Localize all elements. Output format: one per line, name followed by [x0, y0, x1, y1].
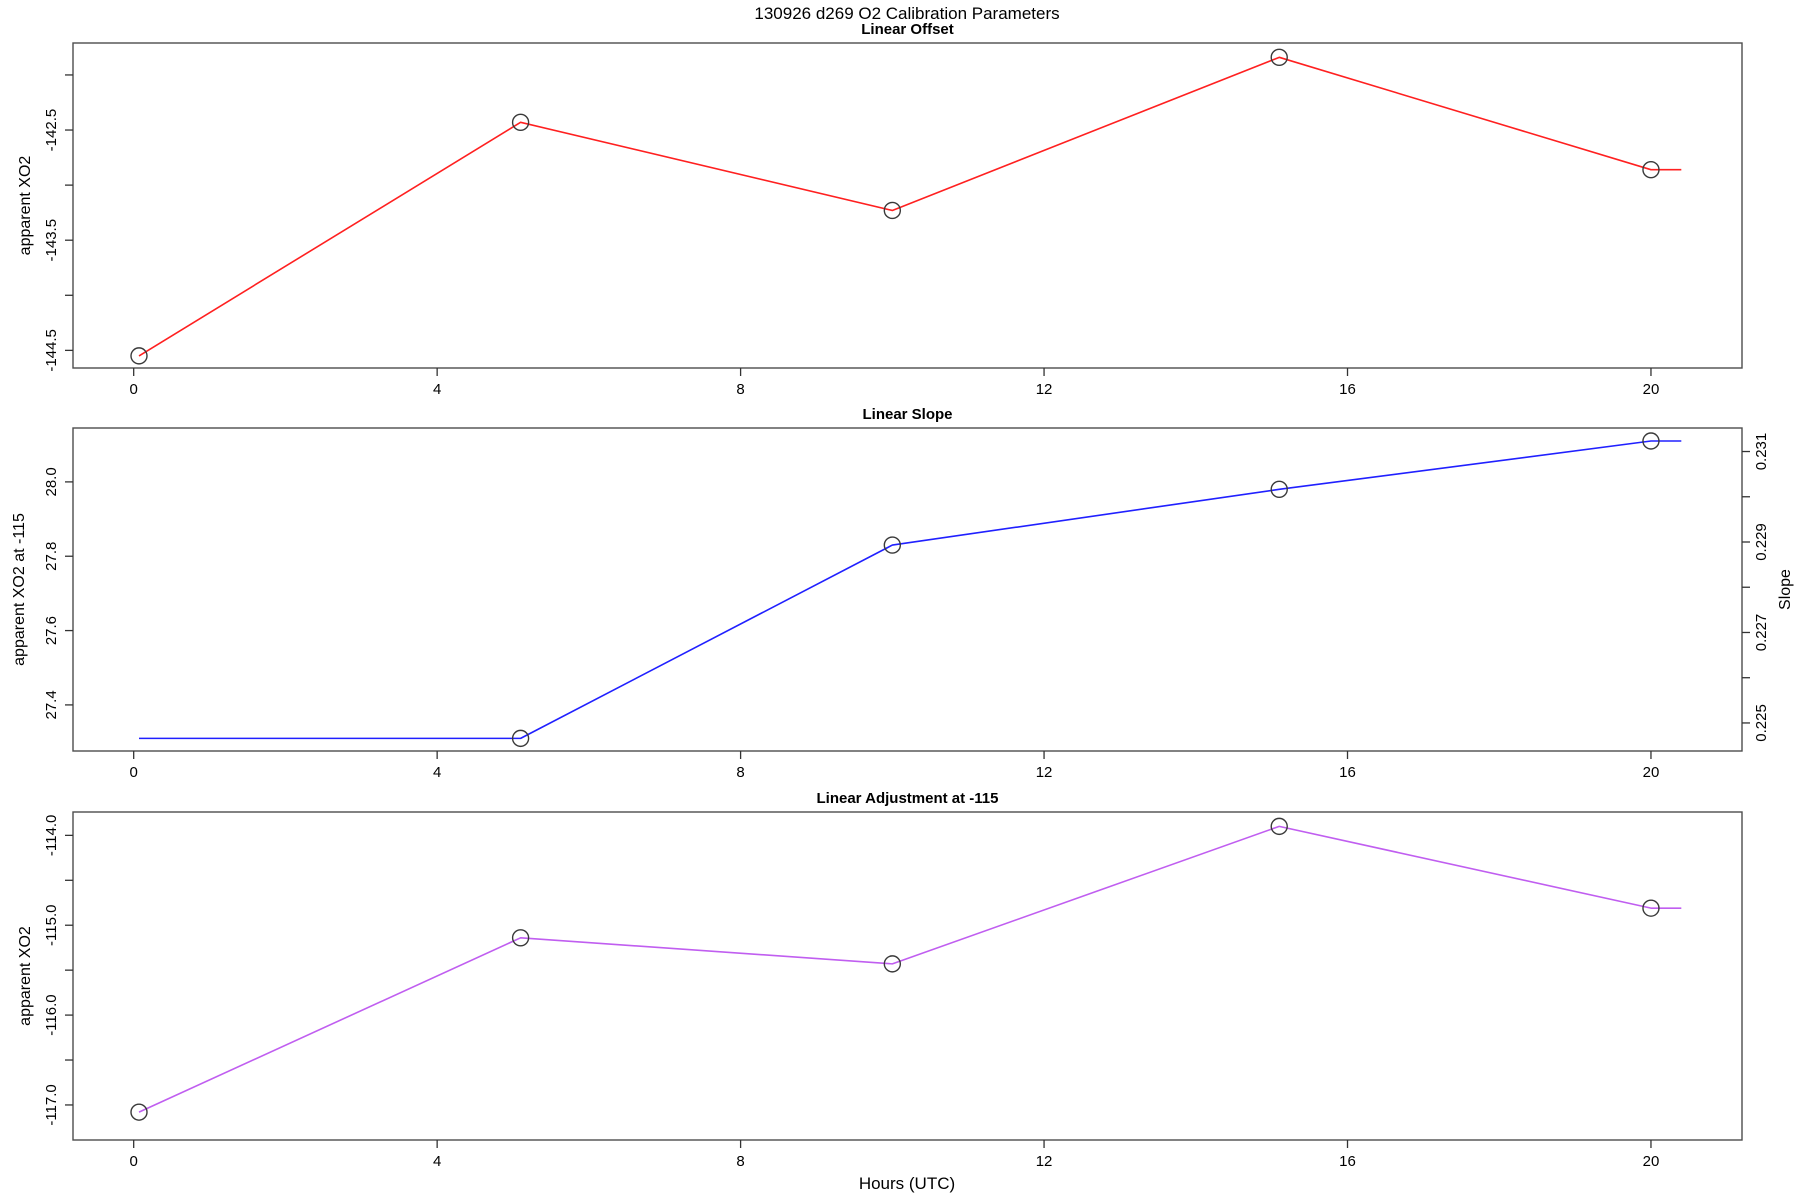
right-tick-label: 0.225 — [1753, 704, 1770, 742]
panel-1-box — [72, 42, 1743, 369]
x-tick-label: 12 — [1036, 764, 1053, 781]
panel-3-title: Linear Adjustment at -115 — [817, 790, 999, 807]
x-tick-label: 4 — [433, 381, 441, 398]
series-line — [138, 825, 1682, 1113]
x-axis-title: Hours (UTC) — [858, 1174, 956, 1193]
y-tick-label: -114.0 — [43, 815, 60, 856]
y-tick-label: -115.0 — [43, 905, 60, 946]
figure-title: 130926 d269 O2 Calibration Parameters — [754, 4, 1060, 23]
x-tick-label: 0 — [130, 764, 138, 781]
data-point-marker — [1642, 432, 1660, 450]
panel-2-title: Linear Slope — [862, 406, 952, 423]
data-point-marker — [130, 347, 148, 365]
right-axis-title: Slope — [1777, 569, 1794, 610]
y-tick-label: 27.8 — [43, 542, 60, 571]
data-point-marker — [1642, 899, 1660, 917]
right-tick-label: 0.231 — [1753, 433, 1770, 471]
y-tick-label: -116.0 — [43, 994, 60, 1035]
x-tick-label: 4 — [433, 1153, 441, 1170]
right-tick-label: 0.229 — [1753, 523, 1770, 561]
x-tick-label: 16 — [1339, 1153, 1356, 1170]
data-point-marker — [883, 536, 902, 554]
data-point-marker — [511, 729, 530, 748]
x-tick-label: 12 — [1036, 381, 1053, 398]
x-tick-label: 0 — [130, 381, 138, 398]
x-tick-label: 16 — [1339, 381, 1356, 398]
y-tick-label: -117.0 — [43, 1084, 60, 1125]
x-tick-label: 20 — [1643, 1153, 1660, 1170]
panel-1-title: Linear Offset — [861, 21, 954, 38]
y-axis-title: apparent XO2 — [17, 156, 34, 256]
data-point-marker — [1270, 48, 1288, 67]
x-tick-label: 8 — [736, 1153, 744, 1170]
x-tick-label: 4 — [433, 764, 441, 781]
data-point-marker — [1270, 480, 1288, 499]
data-point-marker — [1270, 817, 1288, 836]
data-point-marker — [883, 201, 902, 220]
x-tick-label: 0 — [130, 1153, 138, 1170]
data-point-marker — [511, 929, 530, 947]
data-point-marker — [1642, 160, 1660, 179]
y-axis-title: apparent XO2 at -115 — [11, 513, 28, 666]
x-tick-label: 8 — [736, 764, 744, 781]
series-line — [139, 440, 1682, 740]
x-tick-label: 8 — [736, 381, 744, 398]
data-point-marker — [511, 113, 530, 132]
x-tick-label: 16 — [1339, 764, 1356, 781]
y-tick-label: -143.5 — [43, 219, 60, 262]
y-tick-label: 27.4 — [43, 690, 60, 719]
x-tick-label: 12 — [1036, 1153, 1053, 1170]
x-tick-label: 20 — [1643, 381, 1660, 398]
panel-2-box — [72, 427, 1743, 752]
x-tick-label: 20 — [1643, 764, 1660, 781]
y-axis-title: apparent XO2 — [17, 926, 34, 1026]
right-tick-label: 0.227 — [1753, 614, 1770, 652]
y-tick-label: 28.0 — [43, 467, 60, 496]
data-point-marker — [883, 955, 902, 973]
y-tick-label: -144.5 — [43, 329, 60, 372]
y-tick-label: 27.6 — [43, 616, 60, 645]
panel-3-box — [72, 811, 1743, 1141]
series-line — [138, 56, 1682, 357]
data-point-marker — [130, 1103, 148, 1121]
y-tick-label: -142.5 — [43, 109, 60, 152]
